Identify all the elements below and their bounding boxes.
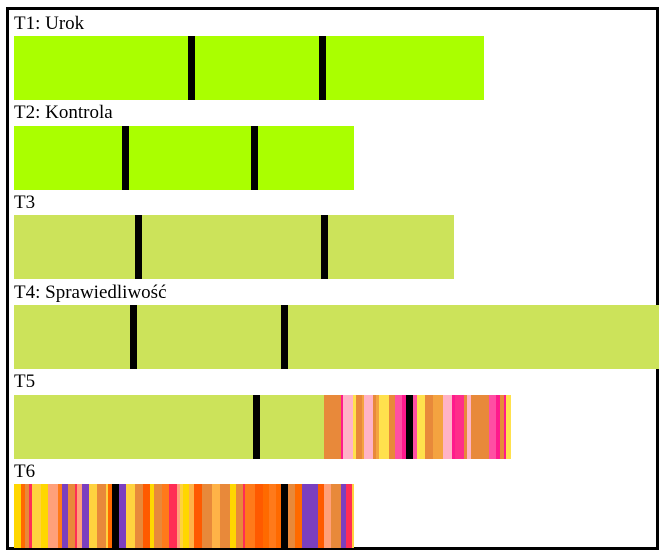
bar-marker xyxy=(112,484,119,548)
bar-striped-segment xyxy=(324,395,511,459)
track-label-t3: T3 xyxy=(14,192,36,213)
track-label-t1: T1: Urok xyxy=(14,13,85,34)
bar-marker xyxy=(281,484,288,548)
bar-marker xyxy=(122,126,129,190)
bar-marker xyxy=(321,215,328,279)
bar-marker xyxy=(253,395,260,459)
bar-segment xyxy=(14,36,484,100)
track-bar-t4 xyxy=(14,305,659,369)
track-bar-t6 xyxy=(14,484,354,548)
bar-marker xyxy=(319,36,326,100)
bar-marker xyxy=(406,395,413,459)
bar-segment xyxy=(14,215,454,279)
bar-marker xyxy=(130,305,137,369)
track-bar-t5 xyxy=(14,395,511,459)
bar-marker xyxy=(281,305,288,369)
track-label-t6: T6 xyxy=(14,461,36,482)
bar-marker xyxy=(188,36,195,100)
bar-segment xyxy=(14,126,354,190)
bar-segment xyxy=(14,395,324,459)
track-label-t5: T5 xyxy=(14,371,36,392)
track-bar-t1 xyxy=(14,36,484,100)
bar-marker xyxy=(135,215,142,279)
track-bar-t3 xyxy=(14,215,454,279)
track-label-t2: T2: Kontrola xyxy=(14,102,113,123)
track-label-t4: T4: Sprawiedliwość xyxy=(14,282,167,303)
bar-marker xyxy=(251,126,258,190)
track-bar-t2 xyxy=(14,126,354,190)
bar-striped-segment xyxy=(14,484,354,548)
bar-segment xyxy=(14,305,659,369)
